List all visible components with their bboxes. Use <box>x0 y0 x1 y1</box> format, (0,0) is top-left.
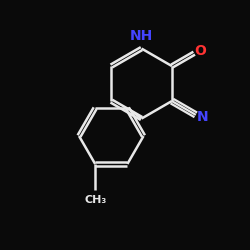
Text: CH₃: CH₃ <box>84 195 106 205</box>
Text: NH: NH <box>130 29 153 43</box>
Text: N: N <box>196 110 208 124</box>
Text: O: O <box>194 44 206 58</box>
